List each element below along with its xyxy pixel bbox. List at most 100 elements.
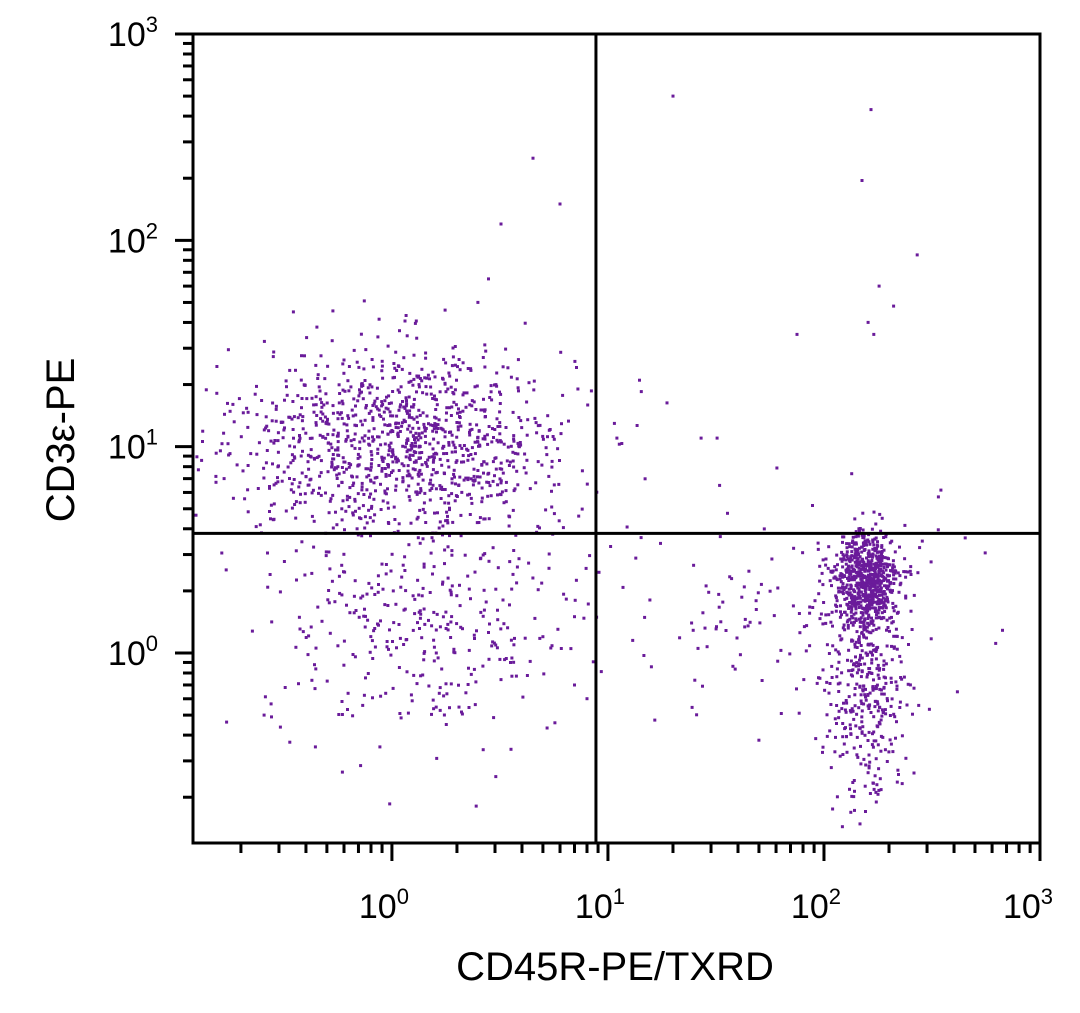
data-point bbox=[879, 590, 882, 594]
data-point bbox=[435, 403, 439, 407]
data-point bbox=[631, 638, 635, 642]
data-point bbox=[416, 375, 420, 379]
data-point bbox=[388, 628, 391, 632]
data-point bbox=[795, 332, 799, 336]
data-point bbox=[443, 488, 447, 491]
data-point bbox=[340, 507, 344, 511]
data-point bbox=[877, 608, 881, 612]
data-point bbox=[408, 498, 412, 502]
data-point bbox=[866, 603, 870, 607]
data-point bbox=[841, 535, 845, 539]
data-point bbox=[864, 651, 868, 655]
data-point bbox=[466, 458, 470, 462]
data-point bbox=[446, 622, 450, 626]
data-point bbox=[490, 398, 494, 402]
data-point bbox=[468, 428, 472, 432]
data-point bbox=[298, 481, 302, 485]
x-axis-ticks bbox=[239, 843, 1042, 861]
data-point bbox=[850, 597, 854, 601]
data-point bbox=[284, 509, 288, 513]
data-point bbox=[860, 564, 864, 568]
data-point bbox=[404, 404, 408, 408]
data-point bbox=[487, 657, 491, 661]
data-point bbox=[204, 388, 208, 392]
data-point bbox=[295, 578, 298, 582]
data-point bbox=[438, 520, 442, 524]
data-point bbox=[845, 596, 849, 600]
data-point bbox=[350, 408, 354, 412]
data-point bbox=[853, 590, 857, 594]
data-point bbox=[410, 446, 414, 450]
data-point bbox=[866, 739, 870, 742]
data-point bbox=[870, 651, 874, 655]
data-point bbox=[460, 712, 464, 716]
data-point bbox=[665, 401, 669, 405]
data-point bbox=[363, 625, 367, 629]
data-point bbox=[298, 501, 302, 505]
data-point bbox=[324, 550, 328, 554]
data-point bbox=[445, 692, 449, 696]
data-point bbox=[443, 308, 447, 312]
data-point bbox=[876, 616, 880, 620]
data-point bbox=[227, 453, 231, 457]
data-point bbox=[419, 436, 423, 440]
data-point bbox=[447, 501, 451, 505]
data-point bbox=[589, 389, 593, 393]
data-point bbox=[307, 467, 311, 471]
data-point bbox=[418, 468, 422, 472]
data-point bbox=[418, 445, 422, 448]
data-point bbox=[872, 583, 876, 587]
data-point bbox=[885, 618, 889, 622]
data-point bbox=[372, 481, 376, 485]
data-point bbox=[731, 664, 735, 668]
data-point bbox=[460, 446, 464, 450]
data-point bbox=[523, 636, 527, 640]
data-point bbox=[881, 562, 885, 566]
data-point bbox=[831, 807, 835, 811]
data-point bbox=[422, 607, 426, 611]
data-point bbox=[585, 697, 589, 701]
data-point bbox=[381, 460, 385, 463]
data-point bbox=[802, 678, 806, 682]
data-point bbox=[401, 479, 405, 483]
data-point bbox=[481, 356, 485, 359]
data-point bbox=[872, 678, 875, 682]
data-point bbox=[867, 753, 871, 757]
data-point bbox=[490, 644, 494, 648]
data-point bbox=[891, 606, 895, 610]
data-point bbox=[879, 562, 883, 566]
data-point bbox=[321, 435, 325, 439]
data-point bbox=[857, 638, 861, 641]
data-point bbox=[237, 397, 241, 401]
data-point bbox=[860, 545, 864, 549]
data-point bbox=[516, 483, 520, 487]
data-point bbox=[460, 710, 463, 714]
data-point bbox=[270, 419, 274, 423]
data-point bbox=[379, 508, 383, 511]
y-tick-label: 100 bbox=[108, 631, 158, 673]
data-point bbox=[351, 511, 355, 515]
data-point bbox=[365, 488, 369, 492]
data-point bbox=[458, 410, 462, 414]
data-point bbox=[305, 397, 309, 401]
data-point bbox=[844, 710, 848, 714]
data-point bbox=[551, 435, 555, 438]
data-point bbox=[814, 737, 818, 741]
data-point bbox=[421, 478, 425, 482]
data-point bbox=[860, 558, 864, 562]
data-point bbox=[853, 552, 857, 556]
data-point bbox=[821, 750, 824, 754]
data-point bbox=[446, 521, 450, 525]
data-point bbox=[317, 385, 321, 389]
data-point bbox=[449, 385, 453, 389]
data-point bbox=[319, 417, 323, 421]
data-point bbox=[866, 320, 870, 324]
data-point bbox=[438, 686, 442, 690]
data-point bbox=[861, 598, 865, 602]
data-point bbox=[855, 671, 859, 675]
data-point bbox=[292, 490, 296, 494]
data-point bbox=[340, 713, 344, 716]
data-point bbox=[917, 703, 921, 707]
data-point bbox=[432, 437, 436, 441]
data-point bbox=[478, 475, 482, 479]
